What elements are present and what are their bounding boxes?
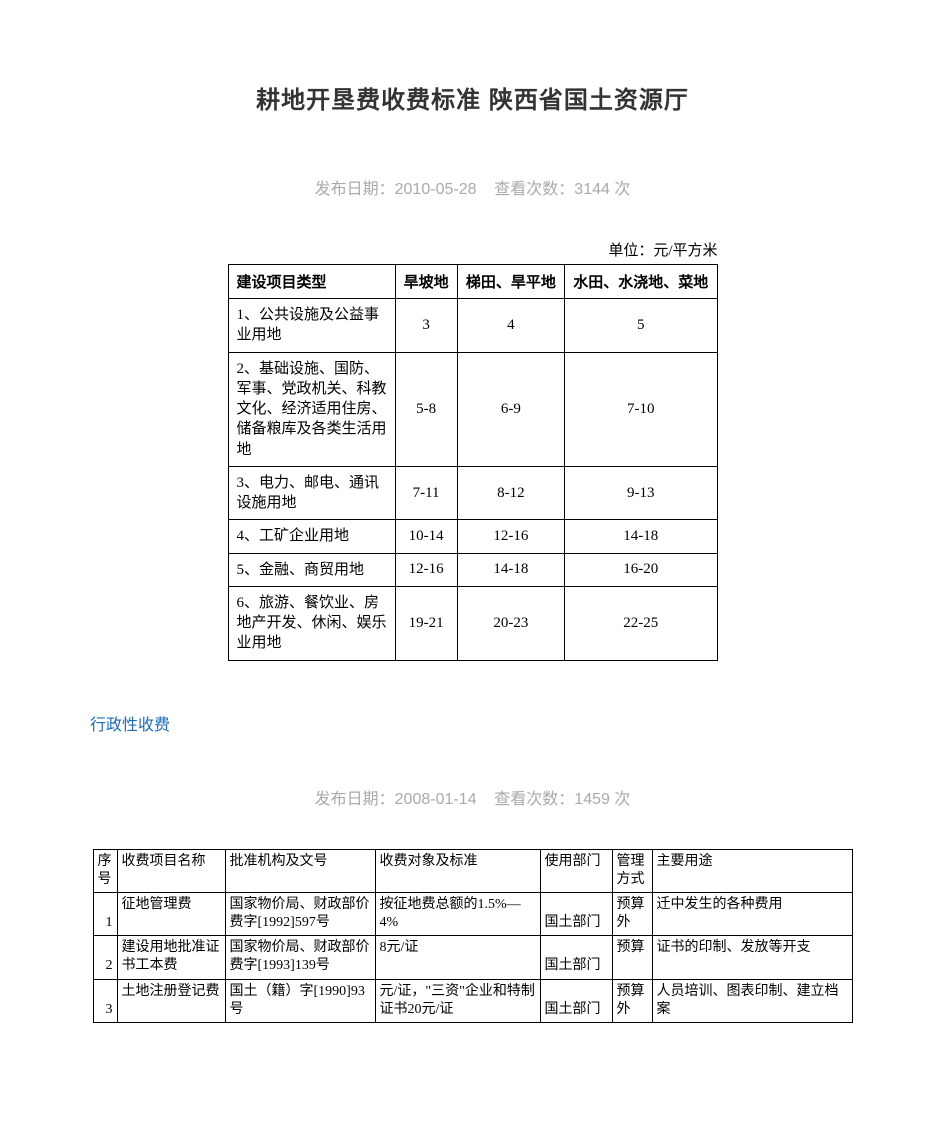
cell-category: 5、金融、商贸用地 (228, 553, 395, 586)
cell-val-a: 7-11 (395, 466, 457, 520)
cell-val-c: 22-25 (565, 586, 717, 660)
cell-use: 人员培训、图表印制、建立档案 (652, 979, 852, 1022)
cell-val-a: 10-14 (395, 520, 457, 553)
fee-table-1: 建设项目类型 旱坡地 梯田、旱平地 水田、水浇地、菜地 1、公共设施及公益事业用… (228, 264, 718, 661)
cell-val-a: 19-21 (395, 586, 457, 660)
publish-date-label-2: 发布日期： (315, 791, 395, 808)
cell-val-b: 12-16 (457, 520, 564, 553)
views-unit-2: 次 (610, 791, 630, 808)
cell-dept: 国土部门 (540, 936, 612, 979)
cell-val-a: 3 (395, 299, 457, 353)
table-row: 4、工矿企业用地 10-14 12-16 14-18 (228, 520, 717, 553)
cell-val-a: 5-8 (395, 352, 457, 466)
cell-category: 1、公共设施及公益事业用地 (228, 299, 395, 353)
section-link-admin-fees[interactable]: 行政性收费 (90, 711, 855, 735)
col-header-obj: 收费对象及标准 (375, 849, 540, 892)
publish-date-label: 发布日期： (315, 181, 395, 198)
cell-mgmt: 预算 (612, 936, 652, 979)
cell-org: 国家物价局、财政部价费字[1992]597号 (225, 892, 375, 935)
fee-table-2: 序号 收费项目名称 批准机构及文号 收费对象及标准 使用部门 管理方式 主要用途… (93, 849, 853, 1024)
cell-name: 建设用地批准证书工本费 (117, 936, 225, 979)
admin-fee-table: 序号 收费项目名称 批准机构及文号 收费对象及标准 使用部门 管理方式 主要用途… (93, 849, 853, 1024)
col-header-org: 批准机构及文号 (225, 849, 375, 892)
cell-val-c: 16-20 (565, 553, 717, 586)
cell-idx: 2 (93, 936, 117, 979)
table-row: 3、电力、邮电、通讯设施用地 7-11 8-12 9-13 (228, 466, 717, 520)
col-header-a: 旱坡地 (395, 265, 457, 299)
cell-val-c: 5 (565, 299, 717, 353)
cell-obj: 按征地费总额的1.5%—4% (375, 892, 540, 935)
cell-val-b: 14-18 (457, 553, 564, 586)
col-header-mgmt: 管理方式 (612, 849, 652, 892)
cell-idx: 3 (93, 979, 117, 1022)
cell-category: 4、工矿企业用地 (228, 520, 395, 553)
meta-line-2: 发布日期：2008-01-14 查看次数：1459 次 (90, 785, 855, 809)
cell-use: 迁中发生的各种费用 (652, 892, 852, 935)
cell-name: 土地注册登记费 (117, 979, 225, 1022)
table-row: 1、公共设施及公益事业用地 3 4 5 (228, 299, 717, 353)
cell-val-b: 6-9 (457, 352, 564, 466)
cell-val-c: 9-13 (565, 466, 717, 520)
cell-val-a: 12-16 (395, 553, 457, 586)
col-header-b: 梯田、旱平地 (457, 265, 564, 299)
table-row: 1 征地管理费 国家物价局、财政部价费字[1992]597号 按征地费总额的1.… (93, 892, 852, 935)
views-value: 3144 (574, 181, 610, 198)
table-header-row: 序号 收费项目名称 批准机构及文号 收费对象及标准 使用部门 管理方式 主要用途 (93, 849, 852, 892)
table-header-row: 建设项目类型 旱坡地 梯田、旱平地 水田、水浇地、菜地 (228, 265, 717, 299)
col-header-name: 收费项目名称 (117, 849, 225, 892)
cell-category: 3、电力、邮电、通讯设施用地 (228, 466, 395, 520)
col-header-dept: 使用部门 (540, 849, 612, 892)
document-page: 耕地开垦费收费标准 陕西省国土资源厅 发布日期：2010-05-28 查看次数：… (0, 0, 945, 1083)
cell-name: 征地管理费 (117, 892, 225, 935)
table-row: 2 建设用地批准证书工本费 国家物价局、财政部价费字[1993]139号 8元/… (93, 936, 852, 979)
cell-dept: 国土部门 (540, 979, 612, 1022)
cell-dept: 国土部门 (540, 892, 612, 935)
views-value-2: 1459 (574, 791, 610, 808)
col-header-use: 主要用途 (652, 849, 852, 892)
cell-org: 国土（籍）字[1990]93号 (225, 979, 375, 1022)
publish-date-value: 2010-05-28 (395, 181, 477, 198)
views-label-2: 查看次数： (494, 791, 574, 808)
table-row: 3 土地注册登记费 国土（籍）字[1990]93号 元/证，"三资"企业和特制证… (93, 979, 852, 1022)
table-row: 6、旅游、餐饮业、房地产开发、休闲、娱乐业用地 19-21 20-23 22-2… (228, 586, 717, 660)
views-label: 查看次数： (494, 181, 574, 198)
col-header-type: 建设项目类型 (228, 265, 395, 299)
cell-val-b: 20-23 (457, 586, 564, 660)
meta-line-1: 发布日期：2010-05-28 查看次数：3144 次 (90, 175, 855, 199)
cell-org: 国家物价局、财政部价费字[1993]139号 (225, 936, 375, 979)
cell-category: 6、旅游、餐饮业、房地产开发、休闲、娱乐业用地 (228, 586, 395, 660)
cell-use: 证书的印制、发放等开支 (652, 936, 852, 979)
col-header-idx: 序号 (93, 849, 117, 892)
unit-line: 单位：元/平方米 (228, 239, 718, 260)
cell-val-b: 8-12 (457, 466, 564, 520)
cell-val-c: 7-10 (565, 352, 717, 466)
cell-obj: 8元/证 (375, 936, 540, 979)
page-title: 耕地开垦费收费标准 陕西省国土资源厅 (90, 80, 855, 115)
fee-standard-table: 建设项目类型 旱坡地 梯田、旱平地 水田、水浇地、菜地 1、公共设施及公益事业用… (228, 264, 718, 661)
publish-date-value-2: 2008-01-14 (395, 791, 477, 808)
cell-mgmt: 预算外 (612, 979, 652, 1022)
table-row: 2、基础设施、国防、军事、党政机关、科教文化、经济适用住房、储备粮库及各类生活用… (228, 352, 717, 466)
cell-obj: 元/证，"三资"企业和特制证书20元/证 (375, 979, 540, 1022)
table-row: 5、金融、商贸用地 12-16 14-18 16-20 (228, 553, 717, 586)
cell-category: 2、基础设施、国防、军事、党政机关、科教文化、经济适用住房、储备粮库及各类生活用… (228, 352, 395, 466)
cell-mgmt: 预算外 (612, 892, 652, 935)
col-header-c: 水田、水浇地、菜地 (565, 265, 717, 299)
views-unit: 次 (610, 181, 630, 198)
cell-val-c: 14-18 (565, 520, 717, 553)
cell-idx: 1 (93, 892, 117, 935)
cell-val-b: 4 (457, 299, 564, 353)
